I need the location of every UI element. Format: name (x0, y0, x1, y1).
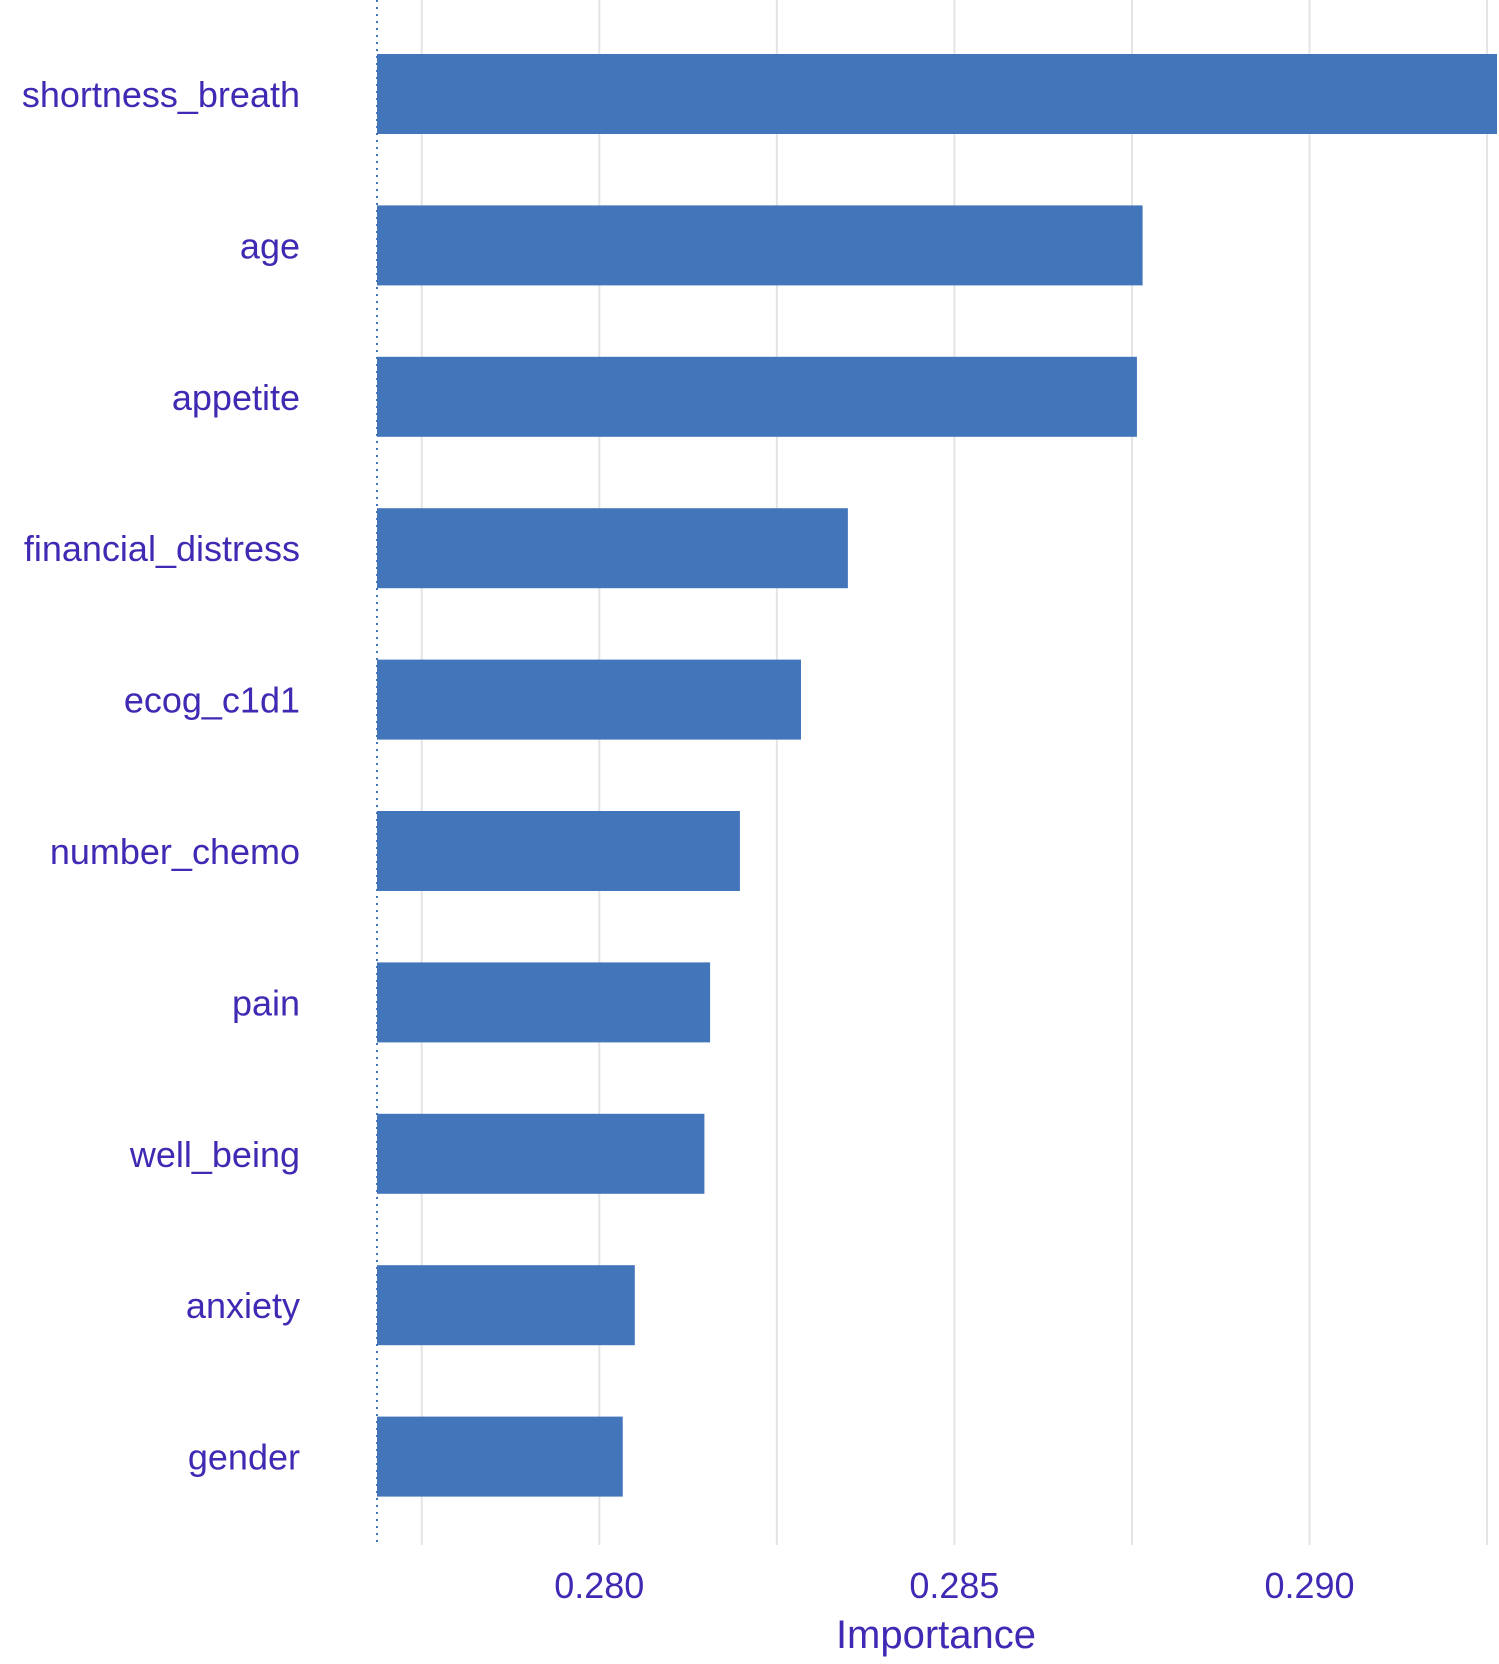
bar-well-being (377, 1113, 705, 1194)
bar-number-chemo (377, 811, 740, 891)
category-label: shortness_breath (22, 74, 300, 115)
bar-ecog-c1d1 (377, 659, 801, 740)
x-axis-title: Importance (836, 1613, 1036, 1657)
x-tick-labels: 0.280 0.285 0.290 (554, 1565, 1354, 1606)
category-label: age (240, 225, 300, 266)
category-label: anxiety (186, 1285, 300, 1326)
bar-gender (377, 1416, 623, 1497)
x-tick-label: 0.290 (1264, 1565, 1354, 1606)
category-label: pain (232, 982, 300, 1023)
bar-age (377, 205, 1143, 286)
bar-appetite (377, 356, 1137, 437)
x-tick-label: 0.285 (909, 1565, 999, 1606)
category-label: gender (188, 1437, 300, 1478)
category-label: appetite (172, 377, 300, 418)
bar-pain (377, 962, 711, 1043)
bar-anxiety (377, 1265, 635, 1346)
bar-shortness-breath (377, 54, 1497, 134)
category-label: ecog_c1d1 (124, 680, 300, 721)
category-label: financial_distress (24, 528, 300, 569)
bar-financial-distress (377, 508, 848, 589)
bars (377, 54, 1497, 1497)
category-label: well_being (129, 1134, 300, 1175)
x-tick-label: 0.280 (554, 1565, 644, 1606)
category-label: number_chemo (50, 831, 300, 872)
